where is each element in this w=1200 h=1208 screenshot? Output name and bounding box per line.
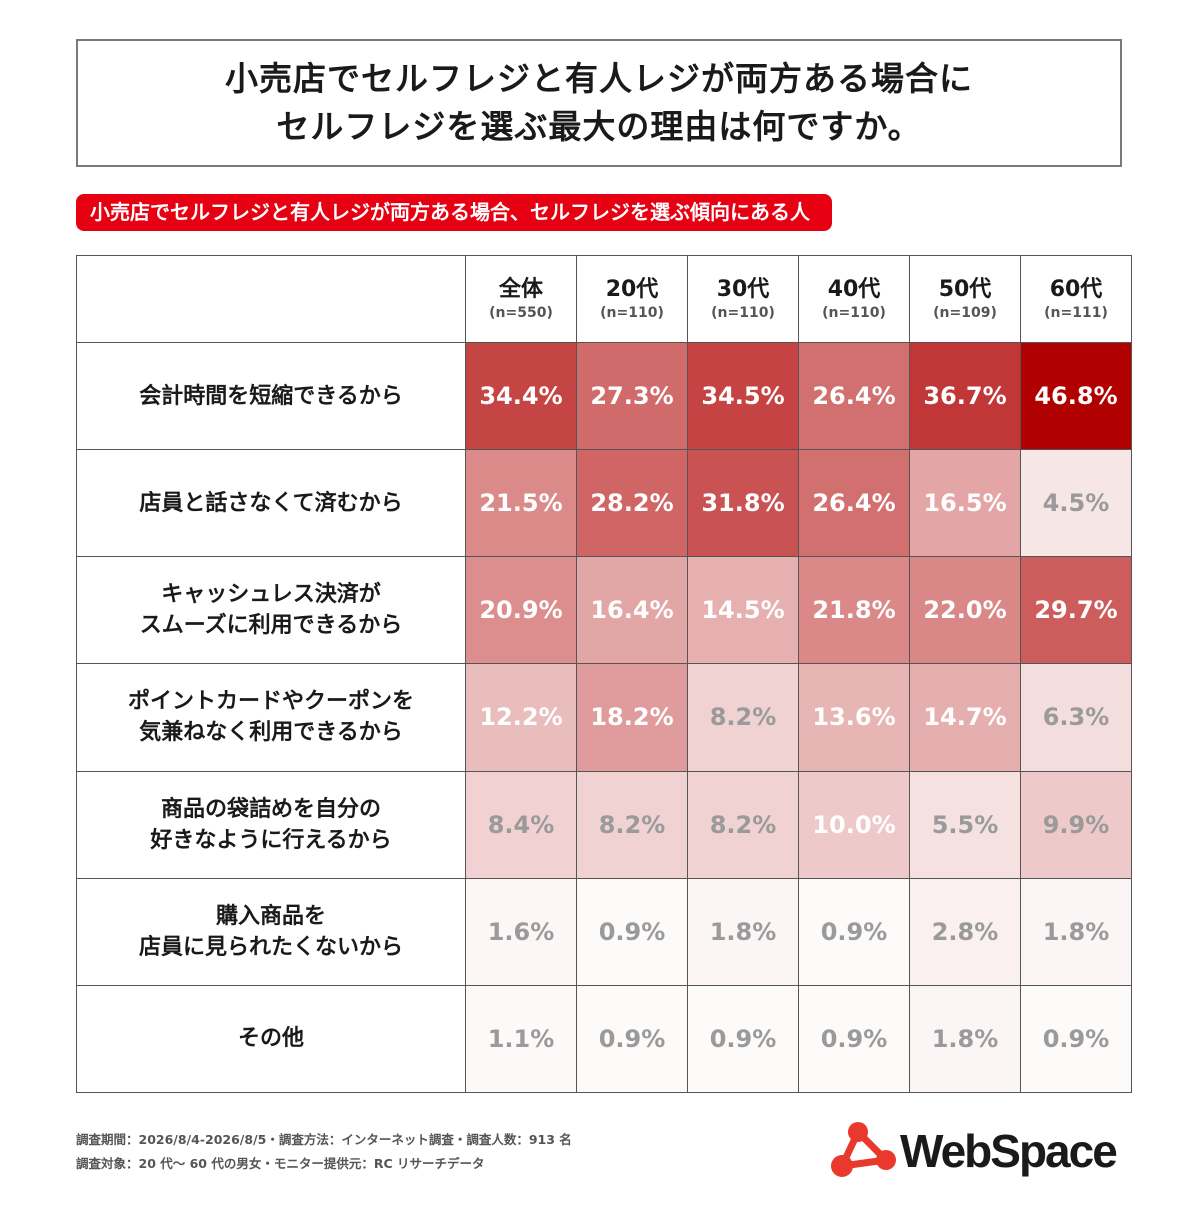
heatmap-cell: 18.2% <box>576 663 688 772</box>
heatmap-cell: 46.8% <box>1020 341 1132 451</box>
row-label: キャッシュレス決済が スムーズに利用できるから <box>76 556 466 665</box>
column-header-2: 30代 (n=110) <box>687 255 799 343</box>
heatmap-cell: 6.3% <box>1020 663 1132 772</box>
footer: 調査期間：2026/8/4-2026/8/5・調査方法：インターネット調査・調査… <box>76 1128 572 1176</box>
row-label-line: 商品の袋詰めを自分の <box>160 796 381 822</box>
footer-line-1: 調査期間：2026/8/4-2026/8/5・調査方法：インターネット調査・調査… <box>76 1132 572 1147</box>
title-line-1: 小売店でセルフレジと有人レジが両方ある場合に <box>225 59 973 98</box>
heatmap-cell: 8.2% <box>576 770 688 879</box>
heatmap-cell: 0.9% <box>576 877 688 986</box>
heatmap-cell: 0.9% <box>576 984 688 1094</box>
heatmap-cell: 2.8% <box>909 877 1021 986</box>
column-sample-size: (n=109) <box>933 305 997 321</box>
heatmap-cell: 9.9% <box>1020 770 1132 879</box>
column-header-5: 60代 (n=111) <box>1020 255 1132 343</box>
heatmap-cell: 21.5% <box>465 449 577 558</box>
row-label: ポイントカードやクーポンを 気兼ねなく利用できるから <box>76 663 466 772</box>
heatmap-cell: 22.0% <box>909 556 1021 665</box>
heatmap-body: 会計時間を短縮できるから 34.4% 27.3% 34.5% 26.4% 36.7% 46.… <box>76 341 1132 1094</box>
molecule-logo-icon <box>831 1122 896 1177</box>
heatmap-cell: 29.7% <box>1020 556 1132 665</box>
heatmap-cell: 1.8% <box>909 984 1021 1094</box>
heatmap-cell: 0.9% <box>798 877 910 986</box>
heatmap-cell: 5.5% <box>909 770 1021 879</box>
table-row: 購入商品を 店員に見られたくないから 1.6% 0.9% 1.8% 0.9% 2.8% 1.8… <box>76 877 1132 986</box>
heatmap-table: 全体 (n=550) 20代 (n=110) 30代 (n=110) 40代 (n=110) 5… <box>76 255 1132 1094</box>
table-row: キャッシュレス決済が スムーズに利用できるから 20.9% 16.4% 14.5% 21.… <box>76 556 1132 665</box>
title-box: 小売店でセルフレジと有人レジが両方ある場合に セルフレジを選ぶ最大の理由は何です… <box>76 39 1122 167</box>
heatmap-cell: 13.6% <box>798 663 910 772</box>
row-label-line: その他 <box>237 1026 304 1052</box>
logo-text: WebSpace <box>900 1125 1118 1177</box>
websapce-logo: WebSpace <box>830 1118 1118 1184</box>
corner-cell <box>76 255 466 343</box>
column-name: 30代 <box>716 277 770 302</box>
heatmap-cell: 12.2% <box>465 663 577 772</box>
heatmap-cell: 16.4% <box>576 556 688 665</box>
table-row: その他 1.1% 0.9% 0.9% 0.9% 1.8% 0.9% <box>76 984 1132 1094</box>
column-name: 20代 <box>605 277 659 302</box>
row-label-line: 店員と話さなくて済むから <box>139 490 403 516</box>
heatmap-cell: 1.8% <box>1020 877 1132 986</box>
heatmap-cell: 28.2% <box>576 449 688 558</box>
heatmap-cell: 31.8% <box>687 449 799 558</box>
heatmap-cell: 1.8% <box>687 877 799 986</box>
row-label-line: 気兼ねなく利用できるから <box>139 720 403 746</box>
column-header-4: 50代 (n=109) <box>909 255 1021 343</box>
heatmap-cell: 1.6% <box>465 877 577 986</box>
table-row: 商品の袋詰めを自分の 好きなように行えるから 8.4% 8.2% 8.2% 10.0% 5.… <box>76 770 1132 879</box>
heatmap-cell: 16.5% <box>909 449 1021 558</box>
header-row: 全体 (n=550) 20代 (n=110) 30代 (n=110) 40代 (n=110) 5… <box>76 255 1132 343</box>
row-label-line: キャッシュレス決済が <box>161 582 381 608</box>
table-row: 会計時間を短縮できるから 34.4% 27.3% 34.5% 26.4% 36.7% 46.… <box>76 341 1132 451</box>
heatmap-cell: 20.9% <box>465 556 577 665</box>
row-label-line: ポイントカードやクーポンを <box>127 689 414 715</box>
column-name: 50代 <box>938 277 992 302</box>
column-sample-size: (n=550) <box>489 305 553 321</box>
heatmap-cell: 8.2% <box>687 663 799 772</box>
column-header-0: 全体 (n=550) <box>465 255 577 343</box>
footer-line-2: 調査対象：20 代〜 60 代の男女・モニター提供元：RC リサーチデータ <box>76 1156 485 1171</box>
heatmap-cell: 8.2% <box>687 770 799 879</box>
heatmap-cell: 27.3% <box>576 341 688 451</box>
column-name: 全体 <box>498 277 543 302</box>
column-sample-size: (n=110) <box>600 305 664 321</box>
heatmap-cell: 8.4% <box>465 770 577 879</box>
column-name: 40代 <box>827 277 881 302</box>
row-label-line: スムーズに利用できるから <box>139 613 403 639</box>
column-name: 60代 <box>1049 277 1103 302</box>
column-header-1: 20代 (n=110) <box>576 255 688 343</box>
heatmap-cell: 21.8% <box>798 556 910 665</box>
row-label: その他 <box>76 984 466 1094</box>
subtitle-banner: 小売店でセルフレジと有人レジが両方ある場合、セルフレジを選ぶ傾向にある人 <box>76 194 832 231</box>
title-line-2: セルフレジを選ぶ最大の理由は何ですか。 <box>276 107 922 146</box>
heatmap-cell: 34.5% <box>687 341 799 451</box>
row-label-line: 会計時間を短縮できるから <box>139 383 403 409</box>
heatmap-cell: 0.9% <box>1020 984 1132 1094</box>
heatmap-cell: 14.7% <box>909 663 1021 772</box>
column-header-3: 40代 (n=110) <box>798 255 910 343</box>
heatmap-cell: 1.1% <box>465 984 577 1094</box>
row-label: 商品の袋詰めを自分の 好きなように行えるから <box>76 770 466 879</box>
column-sample-size: (n=110) <box>822 305 886 321</box>
row-label-line: 店員に見られたくないから <box>138 934 403 960</box>
heatmap-cell: 0.9% <box>687 984 799 1094</box>
table-row: ポイントカードやクーポンを 気兼ねなく利用できるから 12.2% 18.2% 8.2% 1… <box>76 663 1132 772</box>
column-sample-size: (n=110) <box>711 305 775 321</box>
row-label-line: 好きなように行えるから <box>150 827 392 853</box>
row-label: 店員と話さなくて済むから <box>76 449 466 558</box>
column-sample-size: (n=111) <box>1044 305 1108 321</box>
row-label-line: 購入商品を <box>215 903 326 929</box>
heatmap-cell: 26.4% <box>798 449 910 558</box>
heatmap-cell: 4.5% <box>1020 449 1132 558</box>
heatmap-cell: 26.4% <box>798 341 910 451</box>
heatmap-cell: 34.4% <box>465 341 577 451</box>
table-row: 店員と話さなくて済むから 21.5% 28.2% 31.8% 26.4% 16.5% 4.5… <box>76 449 1132 558</box>
heatmap-cell: 36.7% <box>909 341 1021 451</box>
row-label: 購入商品を店員に見られたくないから <box>76 877 466 986</box>
heatmap-cell: 14.5% <box>687 556 799 665</box>
row-label: 会計時間を短縮できるから <box>76 341 466 451</box>
heatmap-cell: 10.0% <box>798 770 910 879</box>
heatmap-cell: 0.9% <box>798 984 910 1094</box>
